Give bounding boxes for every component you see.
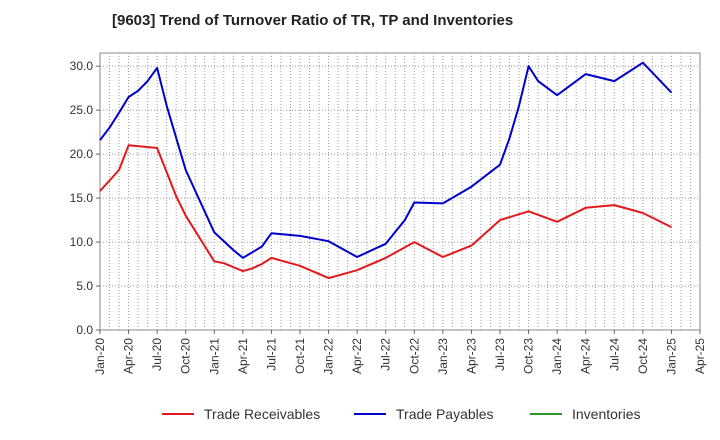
x-tick-label: Apr-25 [693, 338, 707, 374]
x-tick-label: Oct-23 [522, 338, 536, 374]
y-tick-label: 0.0 [76, 323, 93, 337]
x-tick-label: Oct-21 [293, 338, 307, 374]
x-tick-label: Oct-24 [636, 338, 650, 374]
series-line-trade-receivables [99, 144, 672, 280]
x-tick-label: Jul-22 [379, 338, 393, 371]
chart-title: [9603] Trend of Turnover Ratio of TR, TP… [112, 12, 514, 29]
x-tick-label: Jan-22 [322, 338, 336, 375]
series-lines [99, 61, 673, 280]
x-tick-label: Jul-24 [607, 338, 621, 371]
series-line-trade-payables [99, 61, 673, 259]
x-tick-label: Apr-23 [464, 338, 478, 374]
legend-label: Inventories [572, 406, 640, 422]
x-tick-label: Apr-22 [350, 338, 364, 374]
y-tick-label: 15.0 [70, 191, 94, 205]
x-tick-label: Apr-24 [579, 338, 593, 374]
x-tick-label: Apr-21 [236, 338, 250, 374]
y-axis-ticks: 0.0 5.0 10.0 15.0 20.0 25.0 30.0 [70, 59, 100, 337]
x-tick-label: Jan-23 [436, 338, 450, 375]
x-tick-label: Oct-22 [407, 338, 421, 374]
y-tick-label: 10.0 [70, 235, 94, 249]
legend-label: Trade Receivables [204, 406, 320, 422]
y-tick-label: 25.0 [70, 103, 94, 117]
legend-label: Trade Payables [396, 406, 494, 422]
x-tick-label: Apr-20 [122, 338, 136, 374]
grid-lines [100, 53, 700, 330]
x-tick-label: Jul-21 [264, 338, 278, 371]
y-tick-label: 30.0 [70, 59, 94, 73]
legend: Trade Receivables Trade Payables Inventori… [162, 406, 640, 422]
y-tick-label: 5.0 [76, 279, 93, 293]
y-tick-label: 20.0 [70, 147, 94, 161]
x-tick-label: Jan-25 [664, 338, 678, 375]
x-axis-ticks: Jan-20 Apr-20 Jul-20 Oct-20 Jan-21 Apr-21 Jul-… [93, 330, 707, 375]
x-tick-label: Jul-20 [150, 338, 164, 371]
plot-frame [99, 52, 701, 331]
x-tick-label: Jan-24 [550, 338, 564, 375]
x-tick-label: Jan-20 [93, 338, 107, 375]
x-tick-label: Jan-21 [207, 338, 221, 375]
x-tick-label: Oct-20 [179, 338, 193, 374]
x-tick-label: Jul-23 [493, 338, 507, 371]
